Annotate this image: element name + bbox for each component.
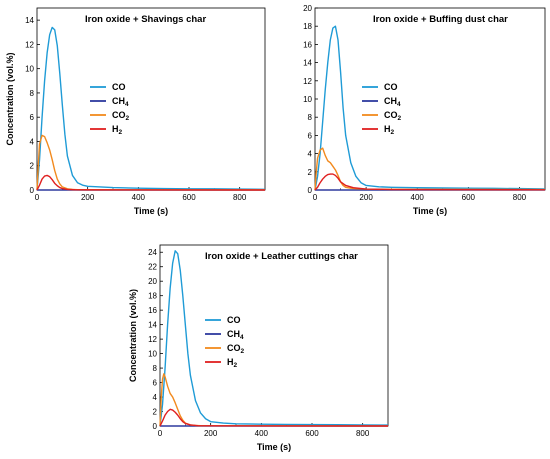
x-tick-label: 200 <box>204 429 218 438</box>
chart-title: Iron oxide + Shavings char <box>85 14 206 25</box>
chart-panel: 0 200 400 600 800 0 2 4 6 8 10 12 14 Time (s) Concentr… <box>5 7 266 216</box>
legend-label: CO2 <box>112 110 130 122</box>
y-tick-label: 14 <box>25 16 34 25</box>
y-tick-label: 6 <box>308 131 313 140</box>
x-tick-label: 0 <box>313 193 318 202</box>
legend-label: CO2 <box>384 110 402 122</box>
y-tick-label: 14 <box>148 321 157 330</box>
series-line-co <box>314 25 546 191</box>
legend-label: H2 <box>384 124 395 136</box>
y-tick-label: 10 <box>303 95 312 104</box>
y-tick-label: 22 <box>148 263 157 272</box>
y-tick-label: 18 <box>148 292 157 301</box>
x-tick-label: 0 <box>35 193 40 202</box>
x-tick-label: 800 <box>233 193 247 202</box>
y-tick-label: 12 <box>25 40 34 49</box>
plot-frame <box>36 7 266 191</box>
y-tick-label: 16 <box>148 306 157 315</box>
x-tick-label: 200 <box>359 193 373 202</box>
x-tick-label: 800 <box>356 429 370 438</box>
y-tick-label: 16 <box>303 40 312 49</box>
y-axis-label: Concentration (vol.%) <box>128 289 138 382</box>
y-tick-label: 20 <box>148 277 157 286</box>
y-tick-label: 18 <box>303 22 312 31</box>
x-tick-label: 400 <box>411 193 425 202</box>
y-axis-label: Concentration (vol.%) <box>5 52 15 145</box>
chart-title: Iron oxide + Buffing dust char <box>373 14 508 25</box>
legend-label: CO <box>227 315 241 325</box>
chart-title: Iron oxide + Leather cuttings char <box>205 251 358 262</box>
legend-label: H2 <box>227 357 238 369</box>
x-axis-label: Time (s) <box>134 206 168 216</box>
y-tick-label: 4 <box>153 393 158 402</box>
legend-label: CH4 <box>112 96 129 108</box>
y-tick-label: 10 <box>148 350 157 359</box>
y-tick-label: 4 <box>308 150 313 159</box>
y-tick-label: 20 <box>303 4 312 13</box>
series-line-co2 <box>36 134 266 191</box>
x-tick-label: 600 <box>462 193 476 202</box>
y-tick-label: 10 <box>25 65 34 74</box>
y-tick-label: 0 <box>153 422 158 431</box>
x-tick-label: 800 <box>513 193 527 202</box>
y-tick-label: 4 <box>30 137 35 146</box>
y-tick-label: 12 <box>148 335 157 344</box>
y-tick-label: 6 <box>30 113 35 122</box>
y-tick-label: 0 <box>30 186 35 195</box>
y-tick-label: 0 <box>308 186 313 195</box>
series-line-co <box>36 26 266 191</box>
legend-label: CO2 <box>227 343 245 355</box>
legend-label: CO <box>112 82 126 92</box>
x-tick-label: 600 <box>305 429 319 438</box>
y-tick-label: 8 <box>30 89 35 98</box>
legend-label: CH4 <box>227 329 244 341</box>
legend-label: CO <box>384 82 398 92</box>
y-tick-label: 2 <box>308 168 313 177</box>
y-tick-label: 14 <box>303 59 312 68</box>
y-tick-label: 2 <box>153 408 158 417</box>
x-tick-label: 0 <box>158 429 163 438</box>
series-line-h2 <box>314 173 546 191</box>
y-tick-label: 2 <box>30 162 35 171</box>
series-line-co <box>159 250 389 427</box>
y-tick-label: 12 <box>303 77 312 86</box>
series-line-h2 <box>159 408 389 427</box>
x-axis-label: Time (s) <box>413 206 447 216</box>
chart-panel: 0 200 400 600 800 0 2 4 6 8 10 12 14 16 18 20 Time (s) Ir… <box>303 4 546 216</box>
y-tick-label: 8 <box>308 113 313 122</box>
y-tick-label: 8 <box>153 364 158 373</box>
x-tick-label: 200 <box>81 193 95 202</box>
y-tick-label: 24 <box>148 248 157 257</box>
x-tick-label: 400 <box>132 193 146 202</box>
plot-frame <box>314 7 546 191</box>
legend-label: H2 <box>112 124 123 136</box>
series-line-h2 <box>36 174 266 191</box>
x-axis-label: Time (s) <box>257 442 291 452</box>
series-line-co2 <box>159 373 389 427</box>
y-tick-label: 6 <box>153 379 158 388</box>
legend-label: CH4 <box>384 96 401 108</box>
x-tick-label: 400 <box>255 429 269 438</box>
plot-frame <box>159 244 389 427</box>
x-tick-label: 600 <box>182 193 196 202</box>
